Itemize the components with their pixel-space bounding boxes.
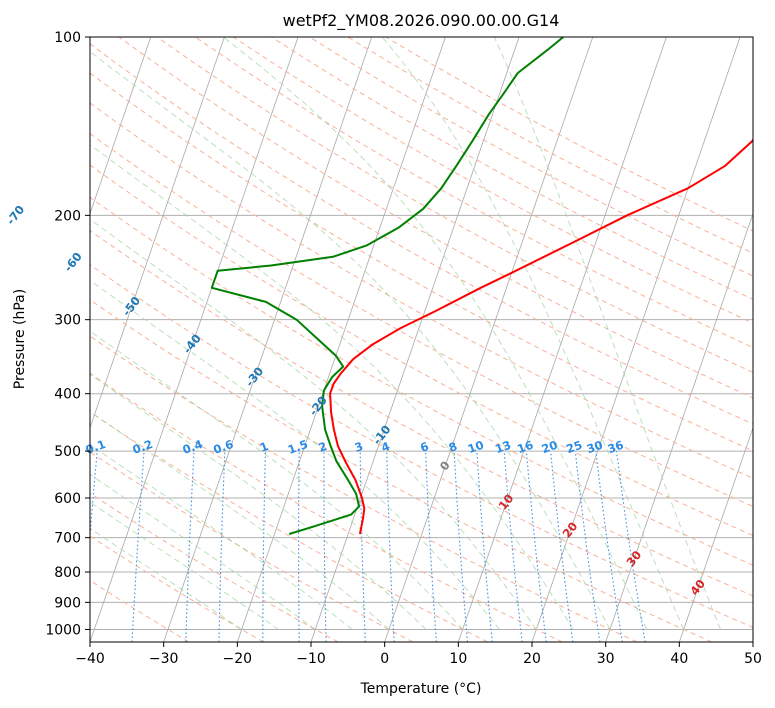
dry-adiabat: [90, 133, 753, 508]
x-axis-label: Temperature (°C): [360, 681, 482, 697]
y-tick-label: 100: [54, 30, 81, 46]
plot-frame: [89, 36, 754, 643]
y-tick-label: 1000: [45, 622, 81, 638]
dry-adiabat: [90, 299, 712, 642]
chart-title: wetPf2_YM08.2026.090.00.00.G14: [283, 11, 560, 31]
temperature-line: [329, 137, 753, 535]
background-lines: [90, 37, 753, 642]
mixing-ratio-label-20: 20: [540, 438, 560, 457]
mixing-ratio-labels: 0.1 0.2 0.4 0.6 1 1.5 2 3 4 6 8 10 13 16 20 25 30 36: [84, 437, 626, 457]
moist-adiabat: [90, 501, 279, 630]
moist-adiabat: [90, 443, 353, 630]
mixing-ratio-line: [90, 451, 98, 542]
isotherm-line: [605, 212, 753, 642]
moist-adiabat: [90, 527, 242, 630]
dry-adiabat: [90, 411, 488, 642]
moist-adiabat: [90, 473, 316, 630]
mixing-ratio-line: [503, 451, 523, 642]
x-tick-label: 0: [380, 651, 389, 667]
y-tick-label: 500: [54, 444, 81, 460]
x-tick-label: −10: [296, 651, 326, 667]
mixing-ratio-label-13: 13: [493, 438, 513, 457]
moist-adiabat: [90, 50, 611, 630]
dewpoint-line: [210, 37, 564, 535]
x-tick-label: −20: [223, 651, 253, 667]
y-tick-label: 800: [54, 565, 81, 581]
mixing-ratio-line: [595, 451, 623, 642]
isotherm-line: [457, 37, 667, 642]
isotherm-line: [236, 37, 446, 642]
x-tick-label: −30: [149, 651, 179, 667]
moist-adiabat: [90, 410, 390, 630]
dry-adiabat: [90, 535, 264, 642]
moist-adiabat: [90, 143, 574, 630]
mixing-ratio-line: [616, 451, 646, 642]
x-tick-label: 10: [449, 651, 467, 667]
dry-adiabat: [156, 37, 753, 373]
mixing-ratio-label-36: 36: [606, 438, 626, 457]
dry-adiabat: [90, 264, 753, 629]
mixing-ratio-line: [574, 451, 601, 642]
y-tick-label: 900: [54, 595, 81, 611]
dry-adiabat: [90, 102, 753, 479]
moist-adiabat: [90, 218, 537, 630]
mixing-ratio-line: [525, 451, 547, 642]
isotherm-line: [678, 426, 753, 642]
y-tick-label: 200: [54, 208, 81, 224]
mixing-ratio-label-1p5: 1.5: [286, 437, 310, 457]
mixing-ratio-label-0p2: 0.2: [131, 437, 155, 457]
moist-adiabat: [493, 37, 721, 630]
dry-adiabat: [90, 43, 753, 425]
isotherm-line: [90, 37, 152, 215]
dry-adiabat: [90, 229, 753, 597]
mixing-ratio-label-25: 25: [564, 438, 584, 457]
mixing-ratio-line: [550, 451, 574, 642]
x-tick-label: 50: [744, 651, 762, 667]
mixing-ratio-label-16: 16: [515, 438, 535, 457]
x-tick-label: −40: [75, 651, 105, 667]
dry-adiabat: [90, 164, 753, 537]
x-tick-label: 40: [670, 651, 688, 667]
isotherm-line: [90, 37, 225, 430]
isotherm-line: [531, 37, 741, 642]
data-series: [210, 37, 753, 535]
mixing-ratio-label-30: 30: [585, 438, 605, 457]
mixing-ratio-label-0p6: 0.6: [211, 437, 235, 457]
x-tick-label: 20: [523, 651, 541, 667]
y-tick-label: 700: [54, 531, 81, 547]
moist-adiabat: [90, 373, 427, 630]
mixing-ratio-line: [476, 451, 493, 642]
axes: −40 −30 −20 −10 0 10 20 30 40 50 100 200 300 400 500 60…: [45, 30, 762, 667]
moist-adiabat: [222, 37, 648, 630]
mixing-ratio-line: [453, 451, 469, 642]
isotherm-line: [310, 37, 520, 642]
isotherm-line: [90, 37, 299, 642]
isotherm-line: [163, 37, 373, 642]
mixing-ratio-label-10: 10: [466, 438, 486, 457]
y-tick-label: 300: [54, 313, 81, 329]
y-axis-label: Pressure (hPa): [12, 289, 28, 389]
mixing-ratio-label-0p4: 0.4: [181, 437, 205, 457]
x-tick-label: 30: [597, 651, 615, 667]
y-tick-label: 600: [54, 491, 81, 507]
y-tick-label: 400: [54, 387, 81, 403]
moist-adiabat: [381, 37, 685, 630]
dry-adiabat: [90, 451, 414, 642]
dry-adiabat: [233, 37, 753, 324]
isotherm-line: [384, 37, 594, 642]
